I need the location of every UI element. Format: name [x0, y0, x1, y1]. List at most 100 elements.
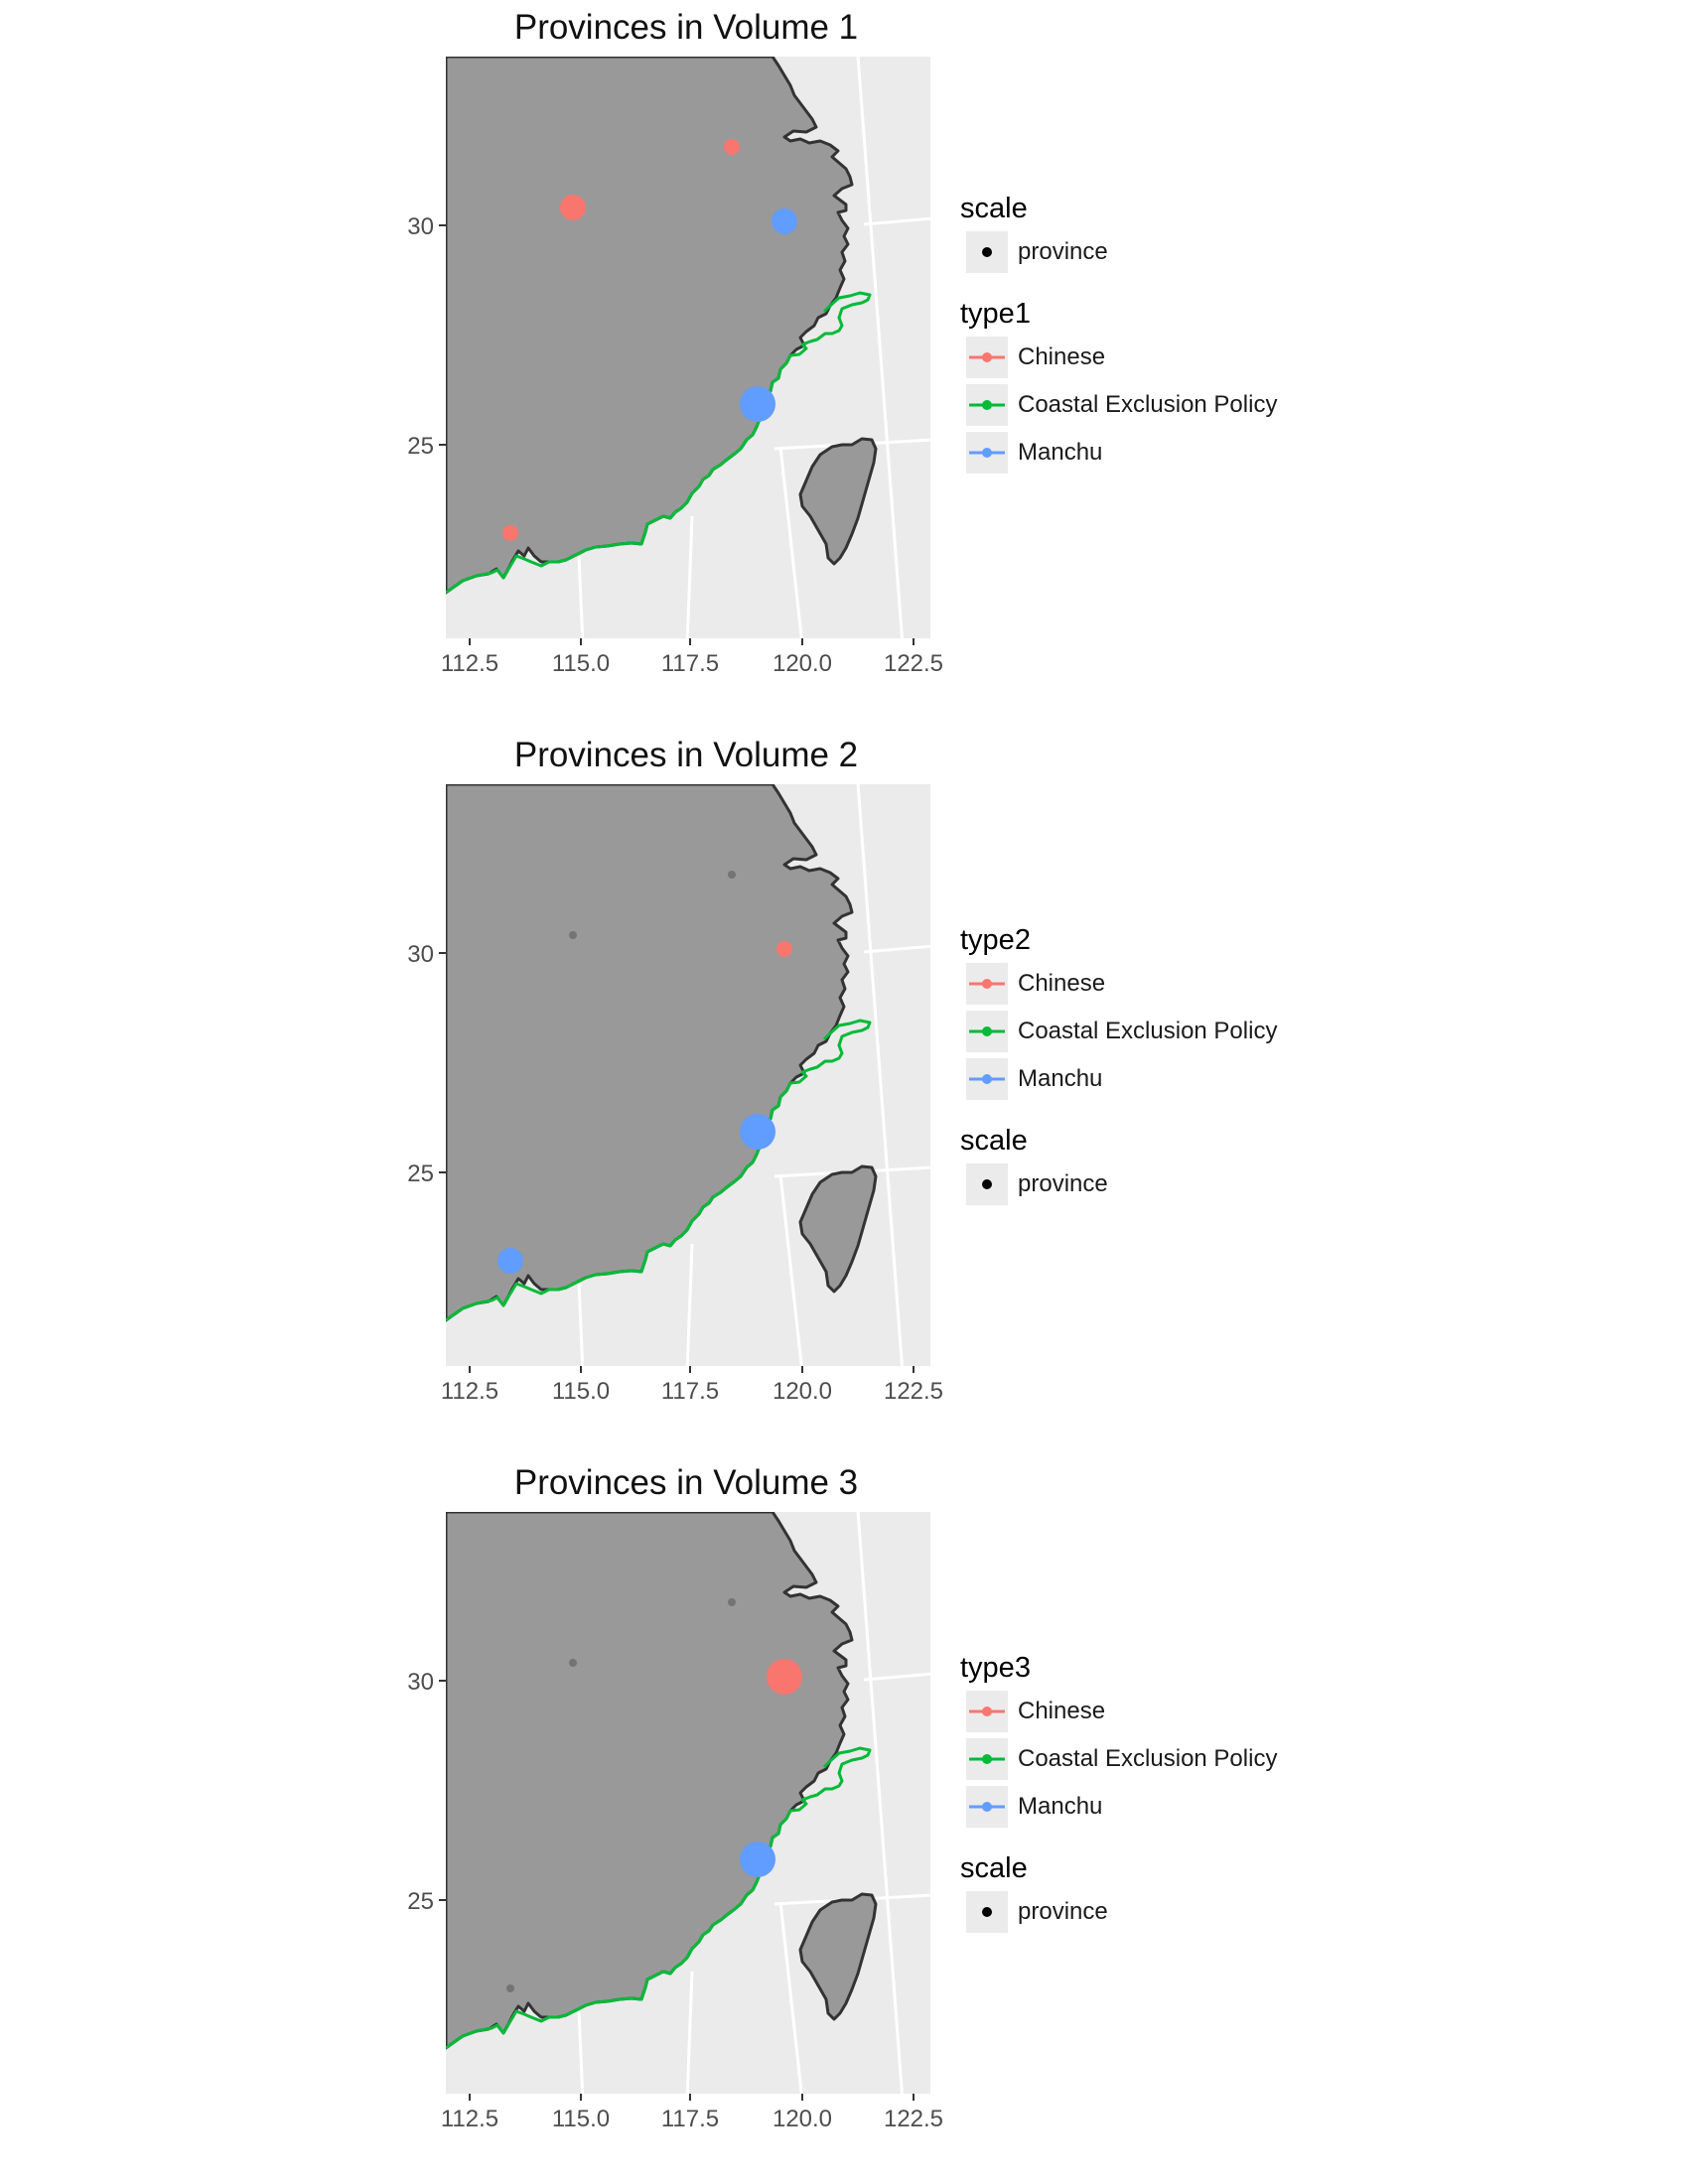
legend-key	[966, 1738, 1008, 1780]
legend-label: Coastal Exclusion Policy	[1018, 1018, 1278, 1044]
province-point	[740, 1114, 775, 1150]
legend-key	[966, 963, 1008, 1005]
legend-item-manchu: Manchu	[960, 1783, 1357, 1831]
legend-item-coastal: Coastal Exclusion Policy	[960, 381, 1357, 429]
province-point	[569, 1659, 577, 1667]
legend-label: Manchu	[1018, 1793, 1103, 1820]
legend-title: type2	[960, 924, 1031, 956]
legend: scale province type1 Chinese Coastal Exclusi…	[960, 189, 1357, 494]
legend-key	[966, 1011, 1008, 1052]
province-point	[560, 195, 586, 220]
y-tick-label: 30	[407, 213, 434, 240]
legend-item-coastal: Coastal Exclusion Policy	[960, 1735, 1357, 1783]
x-tick-label: 122.5	[884, 2106, 943, 2132]
legend: type2 Chinese Coastal Exclusion Policy Manc…	[960, 920, 1357, 1226]
graticule-line	[856, 1512, 904, 2094]
taiwan-shape	[798, 1892, 878, 2021]
legend-group-type: type3 Chinese Coastal Exclusion Policy Manc…	[960, 1648, 1357, 1831]
legend-key	[966, 384, 1008, 426]
graticule-line	[778, 446, 803, 638]
x-tick-label: 122.5	[884, 1378, 943, 1405]
graticule-line	[863, 1672, 930, 1682]
legend-group-type: type2 Chinese Coastal Exclusion Policy Manc…	[960, 920, 1357, 1103]
map-panel-volume-3: Provinces in Volume 3 30 25 112.5 115.0 117.…	[0, 1455, 1688, 2180]
legend-label: Chinese	[1018, 970, 1106, 997]
x-tick-label: 120.0	[773, 2106, 832, 2132]
x-tick-label: 120.0	[773, 1378, 832, 1405]
coastal-exclusion-line	[446, 1019, 872, 1322]
legend-title: scale	[960, 193, 1028, 224]
legend-key	[966, 1691, 1008, 1732]
legend-group-scale: scale province	[960, 1121, 1357, 1208]
map-svg: 30 25 112.5 115.0 117.5 120.0 122.5	[407, 1512, 943, 2132]
map-svg: 30 25 112.5 115.0 117.5 120.0 122.5	[407, 784, 943, 1405]
province-point	[772, 208, 797, 234]
graticule-line	[856, 784, 904, 1366]
province-point	[740, 1842, 775, 1877]
x-tick-label: 117.5	[661, 2106, 719, 2132]
legend-key	[966, 1891, 1008, 1933]
x-tick-label: 112.5	[441, 2106, 498, 2132]
graticule-line	[856, 57, 904, 638]
province-point	[728, 871, 736, 879]
x-tick-label: 115.0	[552, 1378, 610, 1405]
legend-label: Manchu	[1018, 439, 1103, 466]
legend-label: Chinese	[1018, 343, 1106, 370]
legend-item-chinese: Chinese	[960, 960, 1357, 1008]
province-point	[767, 1659, 802, 1695]
graticule-line	[685, 1971, 694, 2094]
graticule-line	[778, 1173, 803, 1366]
legend-item-manchu: Manchu	[960, 429, 1357, 477]
panel-title: Provinces in Volume 3	[513, 1463, 859, 1502]
province-point	[569, 931, 577, 939]
graticule-line	[685, 1243, 694, 1366]
graticule-line	[577, 555, 585, 638]
legend-label: Coastal Exclusion Policy	[1018, 1745, 1278, 1772]
legend-item-manchu: Manchu	[960, 1055, 1357, 1103]
province-point	[728, 1598, 736, 1606]
y-tick-label: 25	[407, 1160, 434, 1187]
graticule-line	[577, 1283, 585, 1366]
province-point	[740, 386, 775, 422]
map-panel-volume-1: Provinces in Volume 1 30 25 112.5 115.0 117.…	[0, 0, 1688, 725]
x-tick-label: 115.0	[552, 650, 610, 677]
legend-key	[966, 1163, 1008, 1205]
coastal-exclusion-line	[446, 1746, 872, 2050]
map-svg: 30 25 112.5 115.0 117.5 120.0 122.5	[407, 57, 943, 677]
graticule-line	[778, 1901, 803, 2094]
taiwan-shape	[798, 1164, 878, 1294]
graticule-line	[863, 944, 930, 954]
y-tick-label: 30	[407, 1669, 434, 1696]
legend-group-type: type1 Chinese Coastal Exclusion Policy Manc…	[960, 294, 1357, 477]
province-point	[776, 941, 792, 957]
legend-item-chinese: Chinese	[960, 334, 1357, 381]
legend-label: province	[1018, 1170, 1108, 1197]
graticule-line	[685, 515, 694, 638]
panel-title: Provinces in Volume 1	[513, 8, 859, 47]
y-tick-label: 30	[407, 941, 434, 968]
y-tick-label: 25	[407, 1888, 434, 1915]
legend-title: scale	[960, 1125, 1028, 1157]
map-panel-volume-2: Provinces in Volume 2 30 25 112.5 115.0 117.…	[0, 728, 1688, 1452]
legend-label: province	[1018, 238, 1108, 265]
x-tick-label: 117.5	[661, 1378, 719, 1405]
legend-title: scale	[960, 1852, 1028, 1884]
legend-title: type1	[960, 298, 1031, 330]
x-tick-label: 115.0	[552, 2106, 610, 2132]
legend-key	[966, 1786, 1008, 1828]
taiwan-shape	[798, 437, 878, 566]
x-tick-label: 112.5	[441, 650, 498, 677]
legend-group-scale: scale province	[960, 1848, 1357, 1936]
x-tick-label: 112.5	[441, 1378, 498, 1405]
graticule-line	[577, 2010, 585, 2094]
legend-item-province: province	[960, 228, 1357, 276]
legend: type3 Chinese Coastal Exclusion Policy Manc…	[960, 1648, 1357, 1954]
x-tick-label: 122.5	[884, 650, 943, 677]
legend-item-coastal: Coastal Exclusion Policy	[960, 1008, 1357, 1055]
province-point	[506, 1984, 514, 1992]
legend-title: type3	[960, 1652, 1031, 1684]
y-tick-label: 25	[407, 433, 434, 460]
legend-item-province: province	[960, 1160, 1357, 1208]
x-tick-label: 117.5	[661, 650, 719, 677]
province-point	[502, 525, 518, 541]
